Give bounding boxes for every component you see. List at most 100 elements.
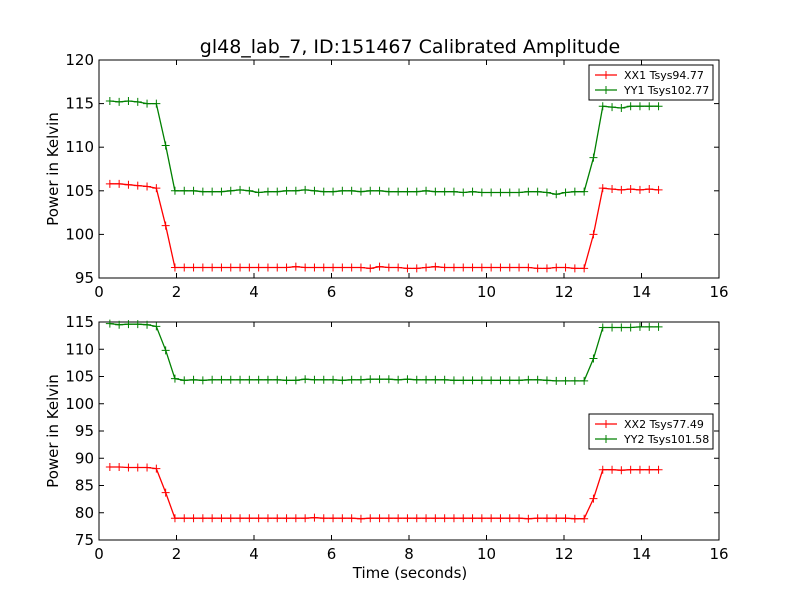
- x-tick-label: 0: [94, 545, 104, 563]
- data-point: [561, 263, 570, 272]
- data-point: [366, 186, 375, 195]
- data-point: [635, 322, 644, 331]
- x-tick-label: 16: [709, 545, 728, 563]
- data-point: [459, 514, 468, 523]
- data-point: [459, 188, 468, 197]
- data-point: [329, 263, 338, 272]
- data-point: [496, 263, 505, 272]
- data-point: [245, 375, 254, 384]
- data-point: [626, 465, 635, 474]
- data-point: [580, 514, 589, 523]
- data-point: [449, 376, 458, 385]
- legend-marker: [602, 435, 610, 443]
- data-point: [654, 465, 663, 474]
- data-point: [375, 262, 384, 271]
- legend-marker: [602, 71, 610, 79]
- y-tick-label: 105: [65, 182, 94, 200]
- data-point: [347, 514, 356, 523]
- data-point: [189, 186, 198, 195]
- data-point: [143, 99, 152, 108]
- data-point: [384, 514, 393, 523]
- data-point: [654, 185, 663, 194]
- data-point: [170, 374, 179, 383]
- data-point: [440, 263, 449, 272]
- data-point: [552, 190, 561, 199]
- x-tick-label: 10: [477, 283, 496, 301]
- data-point: [301, 263, 310, 272]
- data-point: [589, 494, 598, 503]
- data-point: [170, 263, 179, 272]
- data-point: [598, 465, 607, 474]
- x-tick-label: 6: [327, 545, 337, 563]
- data-point: [347, 186, 356, 195]
- y-tick-label: 100: [65, 225, 94, 243]
- data-point: [459, 263, 468, 272]
- data-point: [561, 188, 570, 197]
- data-point: [524, 375, 533, 384]
- data-point: [645, 102, 654, 111]
- data-point: [515, 263, 524, 272]
- data-point: [291, 262, 300, 271]
- data-point: [170, 186, 179, 195]
- data-point: [412, 264, 421, 273]
- data-point: [356, 514, 365, 523]
- data-point: [115, 462, 124, 471]
- x-tick-label: 14: [632, 283, 651, 301]
- data-point: [403, 187, 412, 196]
- data-point: [635, 102, 644, 111]
- data-point: [468, 263, 477, 272]
- data-point: [626, 102, 635, 111]
- data-point: [198, 376, 207, 385]
- data-point: [626, 185, 635, 194]
- data-point: [431, 187, 440, 196]
- y-tick-label: 75: [75, 531, 94, 549]
- data-point: [412, 375, 421, 384]
- data-point: [245, 186, 254, 195]
- data-point: [105, 319, 114, 328]
- data-point: [273, 514, 282, 523]
- data-point: [449, 263, 458, 272]
- x-tick-label: 10: [477, 545, 496, 563]
- data-point: [552, 263, 561, 272]
- data-point: [626, 323, 635, 332]
- data-point: [180, 514, 189, 523]
- data-point: [617, 103, 626, 112]
- data-point: [161, 221, 170, 230]
- data-point: [589, 153, 598, 162]
- y-tick-label: 115: [65, 313, 94, 331]
- data-point: [505, 263, 514, 272]
- data-point: [477, 376, 486, 385]
- data-point: [254, 514, 263, 523]
- data-point: [440, 187, 449, 196]
- data-point: [375, 514, 384, 523]
- data-point: [329, 375, 338, 384]
- data-point: [115, 97, 124, 106]
- data-point: [245, 514, 254, 523]
- data-point: [301, 185, 310, 194]
- data-point: [356, 375, 365, 384]
- data-point: [598, 323, 607, 332]
- data-point: [477, 514, 486, 523]
- legend-marker: [602, 420, 610, 428]
- data-point: [263, 263, 272, 272]
- data-point: [105, 462, 114, 471]
- data-point: [394, 375, 403, 384]
- data-point: [431, 375, 440, 384]
- data-point: [487, 188, 496, 197]
- data-point: [329, 514, 338, 523]
- legend-box: [588, 413, 714, 450]
- data-point: [310, 263, 319, 272]
- data-point: [291, 186, 300, 195]
- data-point: [487, 263, 496, 272]
- data-point: [412, 514, 421, 523]
- data-point: [505, 514, 514, 523]
- data-point: [319, 514, 328, 523]
- data-point: [431, 262, 440, 271]
- data-point: [217, 187, 226, 196]
- data-point: [552, 376, 561, 385]
- data-point: [589, 230, 598, 239]
- data-point: [338, 263, 347, 272]
- x-tick-label: 16: [709, 283, 728, 301]
- data-point: [403, 514, 412, 523]
- data-point: [533, 375, 542, 384]
